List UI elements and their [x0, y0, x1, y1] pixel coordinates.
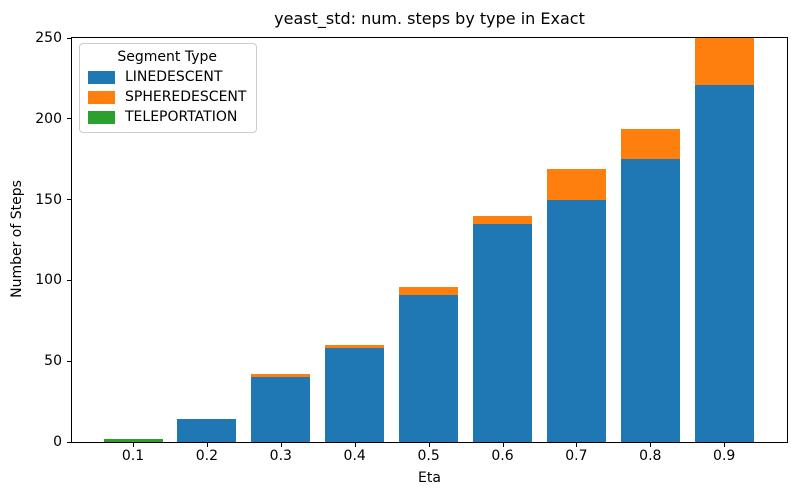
y-tick-label: 0: [53, 434, 62, 450]
x-tick-mark: [576, 443, 578, 447]
y-tick-mark: [67, 360, 71, 362]
x-tick-mark: [502, 443, 504, 447]
x-tick-mark: [280, 443, 282, 447]
legend-swatch-icon: [88, 91, 115, 104]
bar-segment-0.1-teleportation: [103, 438, 163, 442]
bar-segment-0.4-linedescent: [325, 348, 385, 442]
bar-segment-0.6-linedescent: [473, 223, 532, 442]
x-tick-mark: [428, 443, 430, 447]
y-tick-mark: [67, 441, 71, 443]
x-tick-mark: [724, 443, 726, 447]
x-tick-mark: [206, 443, 208, 447]
legend-swatch-icon: [88, 111, 115, 124]
bar-segment-0.7-linedescent: [546, 199, 606, 442]
y-tick-label: 50: [44, 353, 62, 370]
legend-label: TELEPORTATION: [125, 109, 238, 125]
bar-segment-0.2-linedescent: [177, 419, 237, 442]
x-tick-label: 0.1: [121, 448, 145, 464]
bar-segment-0.5-linedescent: [399, 294, 459, 442]
legend-title: Segment Type: [117, 49, 218, 65]
bar-segment-0.4-spheredescent: [325, 345, 385, 349]
x-tick-mark: [650, 443, 652, 447]
legend: Segment Type LINEDESCENT SPHEREDESCENT TEL…: [79, 43, 258, 133]
legend-entry-teleportation: TELEPORTATION: [88, 110, 246, 125]
x-tick-label: 0.8: [639, 448, 662, 464]
y-tick-mark: [67, 199, 71, 201]
bar-segment-0.5-spheredescent: [399, 286, 459, 295]
x-tick-label: 0.5: [417, 448, 440, 464]
x-tick-label: 0.4: [343, 448, 366, 464]
legend-swatch-icon: [88, 71, 115, 84]
y-tick-label: 100: [35, 272, 62, 289]
legend-entry-spheredescent: SPHEREDESCENT: [88, 90, 246, 105]
y-tick-label: 150: [35, 191, 62, 208]
y-tick-mark: [67, 118, 71, 120]
x-tick-label: 0.2: [195, 448, 219, 464]
legend-label: SPHEREDESCENT: [125, 89, 247, 105]
bar-segment-0.6-spheredescent: [473, 215, 532, 224]
x-axis-label: Eta: [418, 470, 441, 486]
y-tick-label: 250: [35, 30, 62, 46]
chart-title: yeast_std: num. steps by type in Exact: [274, 9, 585, 28]
x-tick-label: 0.9: [713, 448, 736, 464]
x-tick-mark: [354, 443, 356, 447]
bar-segment-0.7-spheredescent: [546, 168, 606, 200]
x-tick-mark: [133, 443, 134, 447]
bar-segment-0.9-spheredescent: [694, 38, 754, 85]
legend-entry-linedescent: LINEDESCENT: [88, 70, 246, 85]
bar-segment-0.8-spheredescent: [620, 128, 680, 160]
y-tick-mark: [67, 279, 71, 281]
x-tick-label: 0.7: [565, 448, 588, 464]
bar-segment-0.8-linedescent: [620, 159, 680, 442]
bar-segment-0.3-linedescent: [251, 377, 311, 442]
x-tick-label: 0.6: [491, 448, 514, 464]
bar-segment-0.3-spheredescent: [251, 374, 311, 378]
legend-label: LINEDESCENT: [125, 69, 223, 85]
y-tick-mark: [67, 37, 71, 39]
plot-area: Segment Type LINEDESCENT SPHEREDESCENT TEL…: [71, 37, 788, 443]
y-tick-label: 200: [35, 110, 62, 127]
bar-segment-0.9-linedescent: [694, 84, 754, 442]
x-tick-label: 0.3: [269, 448, 292, 464]
